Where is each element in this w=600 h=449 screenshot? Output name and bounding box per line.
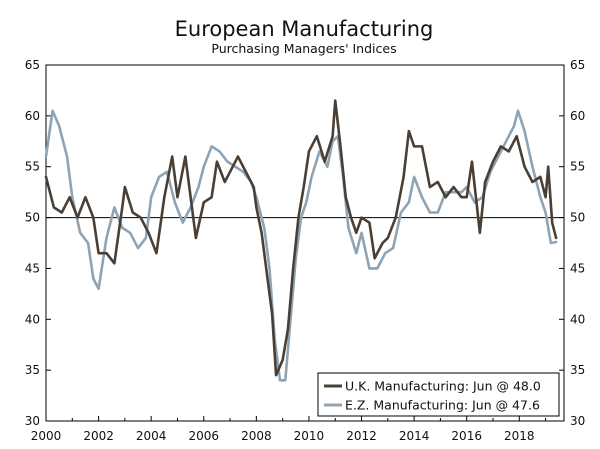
plot-frame [45, 64, 565, 422]
legend-entry-label: E.Z. Manufacturing: Jun @ 47.6 [345, 398, 540, 413]
y-tick-label-right: 55 [570, 160, 585, 174]
y-tick-label-right: 65 [570, 58, 585, 72]
x-tick-label: 2016 [451, 429, 482, 443]
y-tick-label-right: 50 [570, 211, 585, 225]
plot-area: 30 30 35 35 40 40 45 45 50 50 55 55 60 60 65 65 2000 2002… [25, 58, 586, 443]
y-tick-label-left: 50 [25, 211, 40, 225]
x-tick-label: 2014 [399, 429, 430, 443]
chart-subtitle: Purchasing Managers' Indices [211, 41, 396, 56]
y-tick-label-left: 30 [25, 414, 40, 428]
x-tick-label: 2004 [136, 429, 167, 443]
x-tick-label: 2018 [504, 429, 535, 443]
x-tick-label: 2008 [241, 429, 272, 443]
legend: U.K. Manufacturing: Jun @ 48.0 E.Z. Manuf… [317, 372, 560, 417]
x-tick-label: 2010 [294, 429, 325, 443]
y-tick-label-left: 45 [25, 261, 40, 275]
y-tick-label-left: 60 [25, 109, 40, 123]
y-tick-label-left: 65 [25, 58, 40, 72]
series-line-ez-manufacturing [44, 109, 558, 382]
x-tick-label: 2000 [31, 429, 62, 443]
series-line-uk-manufacturing [44, 99, 558, 377]
x-tick-label: 2012 [346, 429, 377, 443]
y-tick-label-right: 45 [570, 261, 585, 275]
y-tick-label-left: 35 [25, 363, 40, 377]
y-tick-label-right: 30 [570, 414, 585, 428]
legend-entry-label: U.K. Manufacturing: Jun @ 48.0 [345, 379, 541, 394]
legend-box [317, 372, 560, 417]
x-tick-label: 2002 [83, 429, 114, 443]
y-tick-label-left: 55 [25, 160, 40, 174]
x-tick-label: 2006 [188, 429, 219, 443]
y-tick-label-left: 40 [25, 312, 40, 326]
y-tick-label-right: 40 [570, 312, 585, 326]
chart-title: European Manufacturing [175, 17, 434, 41]
y-tick-label-right: 60 [570, 109, 585, 123]
y-tick-label-right: 35 [570, 363, 585, 377]
